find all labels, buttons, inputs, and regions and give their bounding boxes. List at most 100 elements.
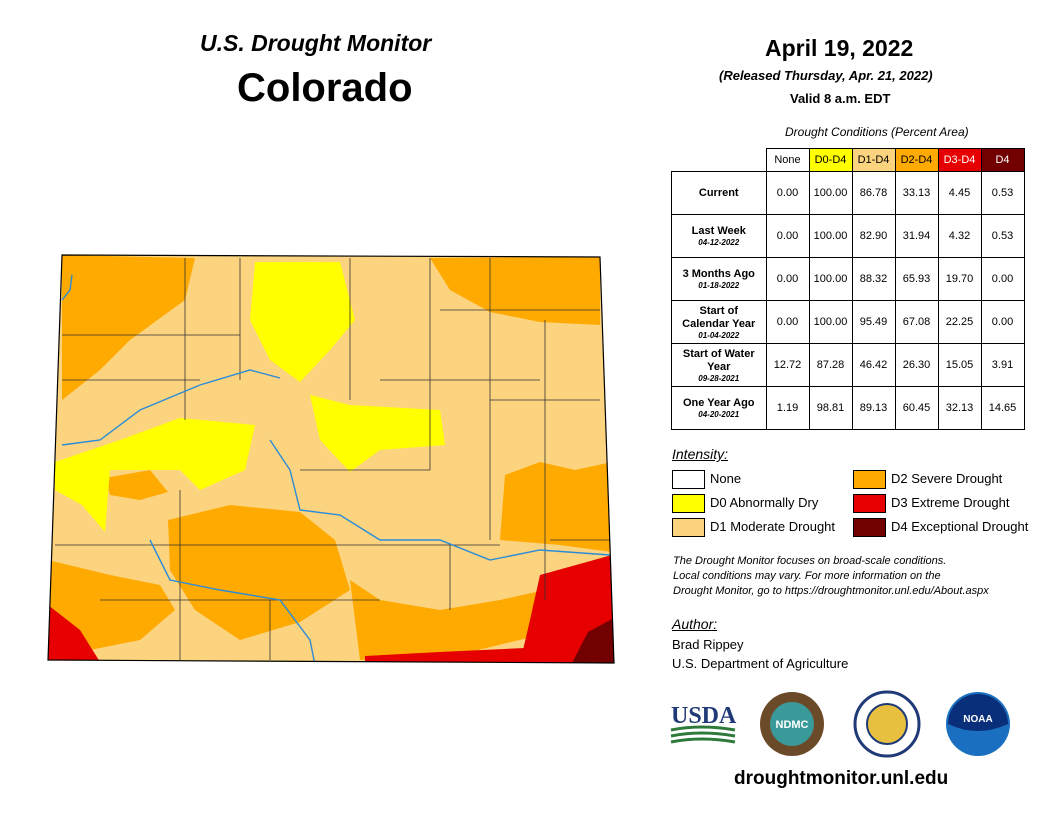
cell-value: 0.00 (765, 214, 810, 258)
data-row: Current 0.00 100.00 86.78 33.13 4.45 0.53 (671, 171, 1025, 215)
cell-value: 19.70 (937, 257, 982, 301)
d2-area (48, 560, 175, 650)
cell-value: 0.00 (765, 171, 810, 215)
row-label-cell: Last Week 04-12-2022 (671, 214, 767, 258)
cell-value: 95.49 (851, 300, 896, 344)
column-header: D0-D4 (808, 148, 853, 172)
row-date: 01-18-2022 (698, 281, 740, 290)
map (47, 254, 615, 664)
data-row: Last Week 04-12-2022 0.00 100.00 82.90 31.94 4… (671, 214, 1025, 258)
cell-value: 60.45 (894, 386, 939, 430)
data-row: 3 Months Ago 01-18-2022 0.00 100.00 88.32 65.… (671, 257, 1025, 301)
corner (672, 149, 767, 172)
cell-value: 65.93 (894, 257, 939, 301)
author-agency: U.S. Department of Agriculture (672, 656, 849, 671)
legend-label: D4 Exceptional Drought (891, 519, 1029, 534)
cell-value: 32.13 (937, 386, 982, 430)
noaa-text: NOAA (963, 714, 992, 725)
valid-time: Valid 8 a.m. EDT (790, 91, 891, 106)
cell-value: 0.53 (980, 214, 1025, 258)
d2-area (105, 470, 168, 500)
cell-value: 87.28 (808, 343, 853, 387)
data-row: Start of Calendar Year 01-04-2022 0.00 100.… (671, 300, 1025, 344)
row-label-cell: Current (671, 171, 767, 215)
title: U.S. Drought Monitor (200, 30, 432, 56)
rivers (61, 274, 611, 663)
d2-area (500, 462, 612, 552)
legend-swatch (853, 494, 886, 513)
cell-value: 0.00 (980, 300, 1025, 344)
row-label: Start of Water Year (682, 347, 755, 373)
row-label-cell: 3 Months Ago 01-18-2022 (671, 257, 767, 301)
author-title: Author: (672, 616, 718, 632)
usda-mark (670, 725, 736, 744)
column-header: D4 (980, 148, 1025, 172)
legend-label: D3 Extreme Drought (891, 495, 1010, 510)
row-label: One Year Ago (682, 397, 755, 409)
cell-value: 0.00 (980, 257, 1025, 301)
cell-value: 86.78 (851, 171, 896, 215)
cell-value: 0.53 (980, 171, 1025, 215)
intensity-title: Intensity: (672, 446, 729, 462)
d4-area (572, 618, 614, 663)
cell-value: 46.42 (851, 343, 896, 387)
row-label: Last Week (691, 225, 746, 237)
row-date: 04-20-2021 (698, 410, 740, 419)
cell-value: 12.72 (765, 343, 810, 387)
cell-value: 100.00 (808, 171, 853, 215)
row-date: 09-28-2021 (698, 373, 740, 383)
cell-value: 100.00 (808, 300, 853, 344)
cell-value: 3.91 (980, 343, 1025, 387)
county-lines (55, 258, 610, 660)
d2-area (62, 255, 195, 400)
cell-value: 14.65 (980, 386, 1025, 430)
stats-table: None D0-D4 D1-D4 D2-D4 D3-D4 D4 Current 0.00 100… (671, 148, 1025, 430)
cell-value: 89.13 (851, 386, 896, 430)
row-date: 04-12-2022 (698, 238, 740, 247)
row-label: Start of Calendar Year (682, 304, 756, 330)
d0-area (310, 395, 445, 472)
cell-value: 0.00 (765, 300, 810, 344)
row-label: Current (698, 186, 739, 199)
cell-value: 82.90 (851, 214, 896, 258)
ndmc-text: NDMC (776, 719, 809, 731)
row-label-cell: One Year Ago 04-20-2021 (671, 386, 767, 430)
state-outline (47, 254, 615, 664)
column-header: D3-D4 (937, 148, 982, 172)
legend-label: D2 Severe Drought (891, 471, 1003, 486)
column-header: D2-D4 (894, 148, 939, 172)
legend-swatch (853, 470, 886, 489)
note-line: Local conditions may vary. For more info… (673, 570, 941, 582)
map-date: April 19, 2022 (765, 35, 914, 61)
cell-value: 1.19 (765, 386, 810, 430)
logos: USDA NDMC NOAA (670, 690, 1010, 758)
cell-value: 4.45 (937, 171, 982, 215)
legend-label: D0 Abnormally Dry (710, 495, 819, 510)
d3-area (365, 648, 525, 663)
d0-area (55, 418, 255, 532)
column-header: None (765, 148, 810, 172)
data-row: One Year Ago 04-20-2021 1.19 98.81 89.13 60.4… (671, 386, 1025, 430)
author-name: Brad Rippey (672, 637, 744, 652)
cell-value: 100.00 (808, 257, 853, 301)
d2-area (350, 580, 545, 660)
cell-value: 33.13 (894, 171, 939, 215)
d2-area (430, 257, 600, 325)
cell-value: 98.81 (808, 386, 853, 430)
cell-value: 67.08 (894, 300, 939, 344)
note: The Drought Monitor focuses on broad-sca… (673, 554, 989, 599)
cell-value: 31.94 (894, 214, 939, 258)
cell-value: 0.00 (765, 257, 810, 301)
url: droughtmonitor.unl.edu (734, 768, 949, 789)
cell-value: 88.32 (851, 257, 896, 301)
cell-value: 22.25 (937, 300, 982, 344)
d3-area (48, 605, 100, 662)
ndmc-inner (770, 702, 814, 746)
cell-value: 100.00 (808, 214, 853, 258)
row-date: 01-04-2022 (698, 330, 740, 340)
legend-swatch (672, 518, 705, 537)
doc-inner (866, 703, 908, 745)
noaa-top (948, 694, 1008, 731)
release-date: (Released Thursday, Apr. 21, 2022) (719, 68, 933, 83)
